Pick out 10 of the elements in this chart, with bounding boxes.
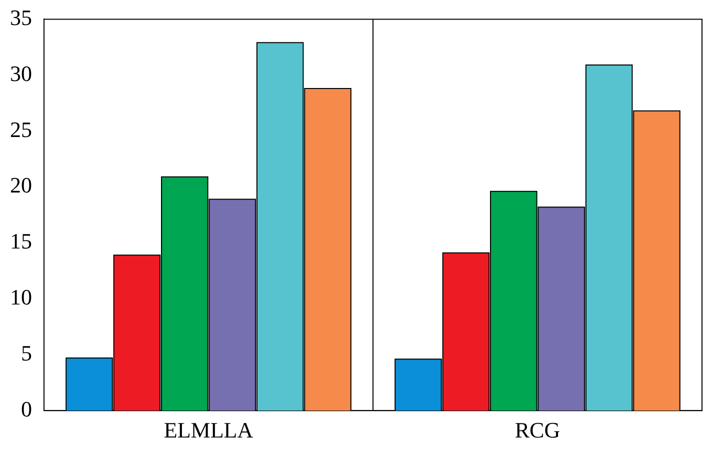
y-tick-label: 25 xyxy=(10,116,32,142)
y-tick-label: 30 xyxy=(10,60,32,86)
y-tick-label: 0 xyxy=(21,396,32,422)
y-tick-label: 20 xyxy=(10,172,32,198)
y-tick-label: 35 xyxy=(10,4,32,30)
y-tick-label: 10 xyxy=(10,284,32,310)
y-tick-label: 15 xyxy=(10,228,32,254)
x-tick-label: RCG xyxy=(514,418,560,443)
y-tick-label: 5 xyxy=(21,340,32,366)
x-tick-label: ELMLLA xyxy=(164,418,254,443)
